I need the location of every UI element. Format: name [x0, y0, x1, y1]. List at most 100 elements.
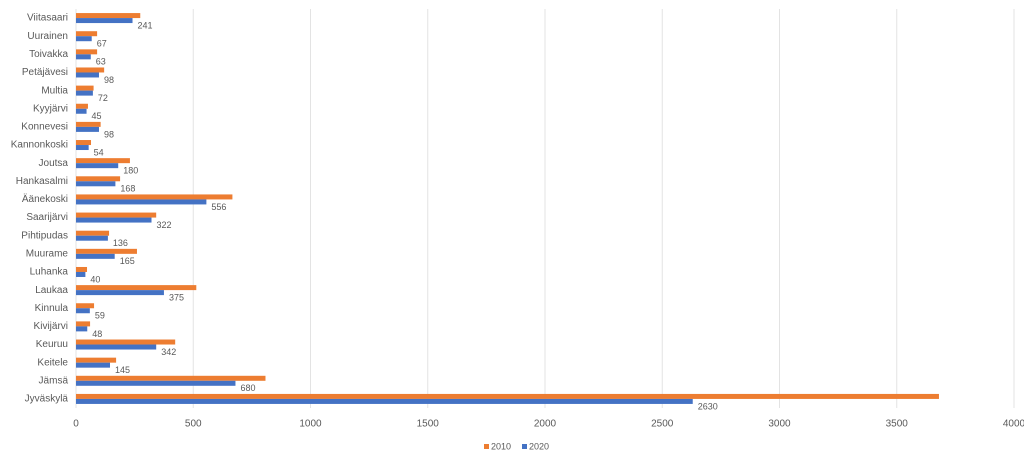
bar — [76, 176, 121, 182]
bar — [76, 266, 88, 272]
y-tick-label: Äänekoski — [22, 193, 68, 205]
data-label: 322 — [157, 220, 172, 230]
bar — [76, 253, 115, 259]
y-tick-label: Luhanka — [30, 267, 69, 278]
bar — [76, 308, 90, 314]
data-label: 375 — [169, 292, 184, 302]
bar — [76, 230, 110, 236]
bar — [76, 18, 133, 24]
data-label: 136 — [113, 238, 128, 248]
bar — [76, 212, 157, 218]
data-label: 67 — [97, 39, 107, 49]
x-tick-label: 2500 — [651, 419, 674, 430]
x-tick-label: 4000 — [1003, 419, 1024, 430]
x-tick-label: 3500 — [886, 419, 909, 430]
bar — [76, 194, 233, 200]
data-label: 145 — [115, 365, 130, 375]
bar — [76, 13, 141, 19]
y-tick-label: Keitele — [37, 357, 68, 368]
bar — [76, 235, 108, 241]
x-tick-label: 0 — [73, 419, 79, 430]
data-label: 680 — [240, 383, 255, 393]
bar — [76, 31, 98, 37]
data-label: 168 — [120, 184, 135, 194]
bar — [76, 181, 116, 187]
y-tick-label: Kinnula — [35, 303, 69, 314]
legend-label: 2010 — [491, 441, 511, 451]
bar — [76, 290, 164, 296]
bar — [76, 140, 92, 146]
bar — [76, 126, 99, 132]
x-tick-label: 1500 — [417, 419, 440, 430]
y-tick-label: Konnevesi — [21, 122, 68, 133]
data-label: 63 — [96, 57, 106, 67]
data-label: 72 — [98, 93, 108, 103]
bar — [76, 54, 91, 60]
data-label: 54 — [94, 147, 104, 157]
bar — [76, 158, 130, 164]
data-label: 165 — [120, 256, 135, 266]
bar — [76, 145, 89, 151]
data-label: 98 — [104, 129, 114, 139]
legend-label: 2020 — [529, 441, 549, 451]
y-tick-label: Viitasaari — [27, 13, 68, 24]
y-tick-label: Kivijärvi — [34, 321, 68, 332]
y-tick-label: Jämsä — [39, 375, 69, 386]
bar — [76, 121, 101, 127]
legend-swatch — [484, 444, 489, 449]
legend-swatch — [522, 444, 527, 449]
bar — [76, 375, 266, 381]
y-tick-label: Hankasalmi — [16, 176, 68, 187]
data-label: 59 — [95, 311, 105, 321]
bar — [76, 303, 95, 309]
y-tick-label: Joutsa — [39, 158, 69, 169]
bar — [76, 398, 693, 404]
y-tick-label: Uurainen — [27, 31, 68, 42]
bar — [76, 321, 91, 327]
bar — [76, 49, 98, 55]
data-label: 556 — [211, 202, 226, 212]
data-label: 48 — [92, 329, 102, 339]
data-label: 45 — [92, 111, 102, 121]
y-tick-label: Kannonkoski — [11, 140, 68, 151]
data-label: 2630 — [698, 401, 718, 411]
data-label: 180 — [123, 166, 138, 176]
y-tick-label: Laukaa — [35, 285, 68, 296]
data-label: 98 — [104, 75, 114, 85]
y-tick-label: Petäjävesi — [22, 67, 68, 78]
bar — [76, 199, 207, 205]
bar — [76, 380, 236, 386]
x-tick-label: 3000 — [768, 419, 791, 430]
bar — [76, 362, 111, 368]
y-tick-label: Pihtipudas — [21, 230, 68, 241]
bar — [76, 248, 137, 254]
bar — [76, 344, 157, 350]
data-label: 40 — [90, 274, 100, 284]
bar — [76, 339, 176, 345]
bar — [76, 108, 87, 114]
data-label: 342 — [161, 347, 176, 357]
y-tick-label: Muurame — [26, 248, 69, 259]
bar — [76, 36, 92, 42]
y-tick-label: Toivakka — [29, 49, 68, 60]
bar — [76, 85, 94, 91]
bar — [76, 217, 152, 223]
x-tick-label: 500 — [185, 419, 202, 430]
bar — [76, 163, 119, 169]
y-tick-label: Jyväskylä — [25, 394, 69, 405]
bar — [76, 103, 88, 109]
y-tick-label: Multia — [41, 85, 68, 96]
y-tick-label: Kyyjärvi — [33, 103, 68, 114]
x-tick-label: 2000 — [534, 419, 557, 430]
bar — [76, 285, 197, 291]
bar — [76, 72, 99, 78]
bar — [76, 393, 939, 399]
bar — [76, 357, 117, 363]
data-label: 241 — [138, 20, 153, 30]
bar — [76, 326, 88, 332]
bar — [76, 67, 105, 73]
bar — [76, 90, 93, 96]
y-tick-label: Saarijärvi — [26, 212, 68, 223]
y-tick-label: Keuruu — [36, 339, 68, 350]
